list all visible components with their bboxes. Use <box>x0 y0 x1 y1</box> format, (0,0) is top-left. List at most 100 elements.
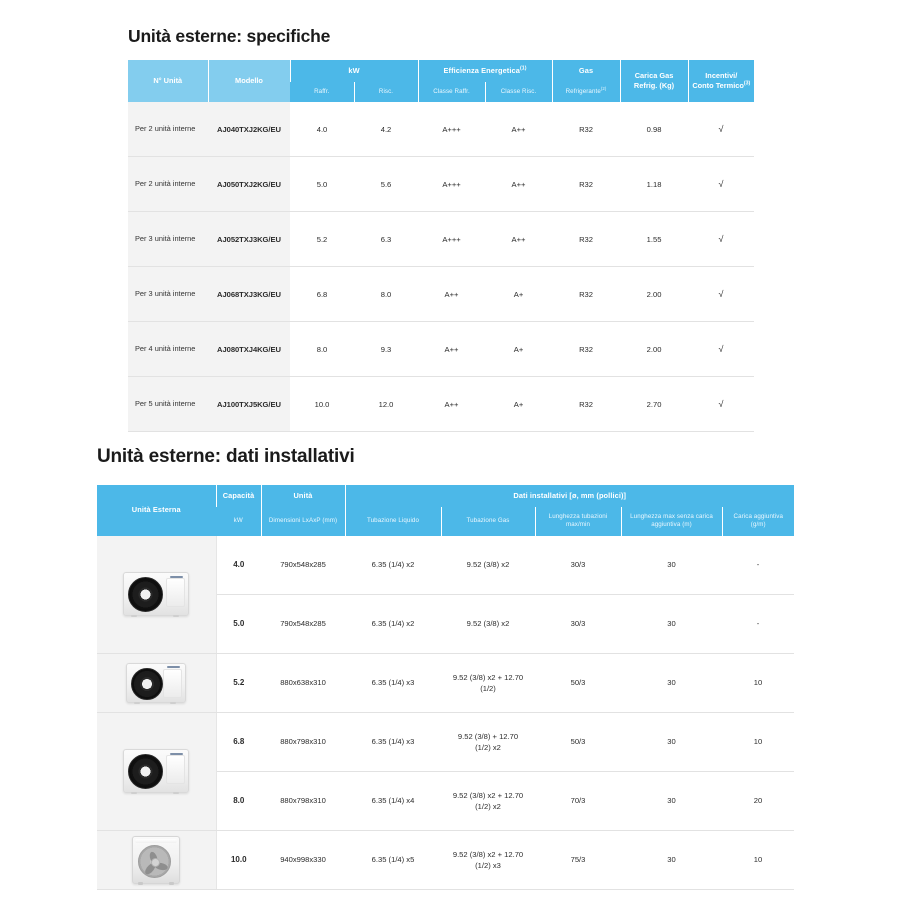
cell-tubazione-liquido: 6.35 (1/4) x2 <box>345 594 441 654</box>
cell-n-unita: Per 2 unità interne <box>128 156 208 213</box>
cell-classe-raff: A+++ <box>418 156 486 213</box>
cell-tubazione-liquido: 6.35 (1/4) x2 <box>345 535 441 595</box>
cell-classe-raff: A++ <box>418 266 486 323</box>
cell-lunghezza-max: 30 <box>621 771 722 831</box>
outdoor-unit-horizontal-image <box>97 662 216 704</box>
cell-incentivi: √ <box>688 321 755 378</box>
col-header-gas-refrigerante: Refrigerante(2) <box>551 81 621 103</box>
cell-kw-raff: 4.0 <box>290 102 354 158</box>
cell-kw-raff: 8.0 <box>290 321 354 378</box>
table-row: Per 2 unità interne AJ040TXJ2KG/EU 4.0 4.2 A… <box>128 102 755 158</box>
cell-dimensioni: 790x548x285 <box>261 594 345 654</box>
col-header-gas: Gas <box>551 60 621 82</box>
cell-tubazione-liquido: 6.35 (1/4) x5 <box>345 830 441 890</box>
cell-incentivi: √ <box>688 102 755 158</box>
outdoor-unit-vertical-image <box>97 835 216 885</box>
cell-tubazione-liquido: 6.35 (1/4) x3 <box>345 712 441 772</box>
table-row: Per 2 unità interne AJ050TXJ2KG/EU 5.0 5.6 A… <box>128 156 755 213</box>
cell-incentivi: √ <box>688 211 755 268</box>
cell-classe-risc: A++ <box>485 211 553 268</box>
cell-classe-risc: A++ <box>485 102 553 158</box>
col-header-lunghezza-max: Lunghezza max senza carica aggiuntiva (m… <box>620 506 722 536</box>
col-header-modello: Modello <box>207 60 290 103</box>
header-row-top: N° Unità Modello kW Efficienza Energetic… <box>128 60 755 103</box>
cell-tubazione-liquido: 6.35 (1/4) x3 <box>345 653 441 713</box>
cell-gas: R32 <box>552 321 621 378</box>
cell-classe-raff: A+++ <box>418 102 486 158</box>
cell-capacita: 10.0 <box>216 830 261 890</box>
table-specifiche-head: N° Unità Modello kW Efficienza Energetic… <box>128 60 755 103</box>
footnote-marker-2: (2) <box>600 85 607 91</box>
cell-tubazione-gas: 9.52 (3/8) x2 + 12.70 (1/2) x3 <box>441 830 535 890</box>
cell-lunghezza-max: 30 <box>621 830 722 890</box>
cell-dimensioni: 880x638x310 <box>261 653 345 713</box>
cell-classe-raff: A++ <box>418 376 486 433</box>
cell-kw-risc: 8.0 <box>354 266 419 323</box>
col-header-carica-aggiuntiva: Carica aggiuntiva (g/m) <box>721 506 795 536</box>
cell-outdoor-unit-image <box>97 712 217 831</box>
col-header-n-unita: N° Unità <box>128 60 208 103</box>
table-installativi-head: Unità Esterna Capacità Unità Dati instal… <box>97 484 795 536</box>
cell-lunghezza-tubazioni: 75/3 <box>535 830 621 890</box>
cell-carica-aggiuntiva: 20 <box>722 771 795 831</box>
col-header-capacita-kw: kW <box>216 506 261 536</box>
outdoor-unit-horizontal-image <box>97 572 216 617</box>
cell-carica-gas: 1.18 <box>620 156 689 213</box>
cell-capacita: 5.2 <box>216 653 261 713</box>
cell-outdoor-unit-image <box>97 653 217 713</box>
cell-carica-gas: 0.98 <box>620 102 689 158</box>
col-header-carica-gas: Carica Gas Refrig. (Kg) <box>619 60 689 103</box>
cell-classe-risc: A++ <box>485 156 553 213</box>
table-row: Per 5 unità interne AJ100TXJ5KG/EU 10.0 12.… <box>128 376 755 433</box>
cell-tubazione-gas: 9.52 (3/8) x2 <box>441 535 535 595</box>
cell-lunghezza-tubazioni: 50/3 <box>535 712 621 772</box>
cell-classe-risc: A+ <box>485 266 553 323</box>
cell-kw-risc: 6.3 <box>354 211 419 268</box>
cell-tubazione-gas: 9.52 (3/8) x2 + 12.70 (1/2) <box>441 653 535 713</box>
cell-kw-raff: 5.2 <box>290 211 354 268</box>
cell-lunghezza-tubazioni: 30/3 <box>535 535 621 595</box>
cell-lunghezza-max: 30 <box>621 712 722 772</box>
cell-dimensioni: 790x548x285 <box>261 535 345 595</box>
cell-kw-raff: 10.0 <box>290 376 354 433</box>
col-header-incentivi-label: Incentivi/ Conto Termico <box>692 71 744 91</box>
cell-n-unita: Per 3 unità interne <box>128 211 208 268</box>
cell-classe-risc: A+ <box>485 376 553 433</box>
col-header-dati-installativi: Dati installativi [ø, mm (pollici)] <box>344 484 795 507</box>
cell-tubazione-gas: 9.52 (3/8) x2 <box>441 594 535 654</box>
cell-kw-raff: 6.8 <box>290 266 354 323</box>
table-row: 10.0 940x998x330 6.35 (1/4) x5 9.52 (3/8) x… <box>97 830 795 890</box>
table-row: 4.0 790x548x285 6.35 (1/4) x2 9.52 (3/8) x2… <box>97 535 795 654</box>
cell-n-unita: Per 3 unità interne <box>128 266 208 323</box>
cell-lunghezza-tubazioni: 50/3 <box>535 653 621 713</box>
cell-modello: AJ080TXJ4KG/EU <box>208 321 290 378</box>
cell-lunghezza-tubazioni: 30/3 <box>535 594 621 654</box>
cell-capacita: 4.0 <box>216 535 261 595</box>
cell-gas: R32 <box>552 156 621 213</box>
cell-gas: R32 <box>552 266 621 323</box>
cell-modello: AJ100TXJ5KG/EU <box>208 376 290 433</box>
cell-tubazione-gas: 9.52 (3/8) + 12.70 (1/2) x2 <box>441 712 535 772</box>
table-row: 6.8 880x798x310 6.35 (1/4) x3 9.52 (3/8) + … <box>97 712 795 831</box>
col-header-kw-raff: Raffr. <box>290 81 354 103</box>
col-header-incentivi: Incentivi/ Conto Termico(3) <box>687 60 755 103</box>
cell-classe-risc: A+ <box>485 321 553 378</box>
col-header-capacita: Capacità <box>215 484 261 507</box>
cell-dimensioni: 940x998x330 <box>261 830 345 890</box>
footnote-marker-3: (3) <box>743 80 751 87</box>
cell-n-unita: Per 4 unità interne <box>128 321 208 378</box>
cell-classe-raff: A+++ <box>418 211 486 268</box>
table-row: 5.0 790x548x285 6.35 (1/4) x2 9.52 (3/8) x2… <box>97 594 795 654</box>
cell-carica-aggiuntiva: - <box>722 535 795 595</box>
col-header-tubazione-liquido: Tubazione Liquido <box>344 506 441 536</box>
cell-outdoor-unit-image <box>97 830 217 890</box>
cell-carica-gas: 2.70 <box>620 376 689 433</box>
cell-carica-gas: 2.00 <box>620 321 689 378</box>
cell-lunghezza-max: 30 <box>621 653 722 713</box>
cell-outdoor-unit-image <box>97 535 217 654</box>
table-row: Per 4 unità interne AJ080TXJ4KG/EU 8.0 9.3 A… <box>128 321 755 378</box>
cell-tubazione-liquido: 6.35 (1/4) x4 <box>345 771 441 831</box>
cell-carica-aggiuntiva: - <box>722 594 795 654</box>
cell-gas: R32 <box>552 376 621 433</box>
cell-carica-aggiuntiva: 10 <box>722 830 795 890</box>
